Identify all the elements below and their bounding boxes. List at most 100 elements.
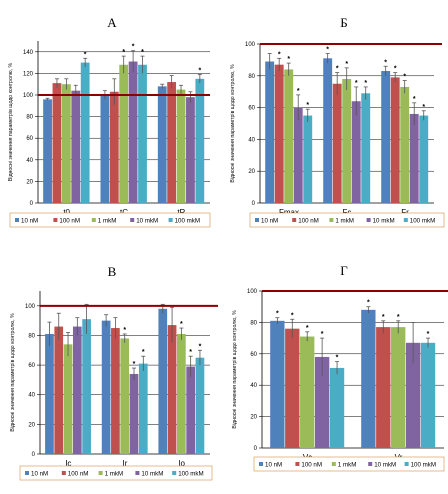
chart-a-ytick-label: 40 [26,158,33,164]
chart-d-ytick-label: 40 [250,383,257,389]
chart-a-bar [186,97,195,203]
chart-a-legend-swatch [53,218,58,222]
chart-d-ytick-label: 20 [250,415,257,421]
chart-b-legend-swatch [329,218,334,222]
chart-b-ytick-label: 40 [248,137,255,143]
chart-b-legend-label: 10 nM [261,218,278,225]
chart-c-bar [101,320,111,454]
chart-c-bar [195,357,205,454]
chart-b-ytick-label: 80 [248,74,255,80]
chart-b-ylabel: Відносні значення параметрів щодо контро… [230,64,236,183]
chart-d-ytick-label: 60 [250,352,257,358]
chart-a-bar [61,84,71,203]
chart-b-significance-mark: * [326,47,329,54]
chart-d-bar [420,342,436,448]
chart-b-legend-label: 100 nM [298,218,319,225]
chart-d-legend-box [253,456,445,472]
chart-c-legend-box [19,465,213,481]
chart-d-significance-mark: * [276,311,279,318]
chart-b-significance-mark: * [287,56,290,63]
chart-b-bar [419,115,429,203]
chart-d-ytick-label: 0 [254,446,258,452]
chart-a-significance-mark: * [198,67,201,74]
chart-b-svg: Б Відносні значення параметрів щодо контр… [230,15,445,228]
chart-c-category-label: Io [178,459,185,468]
chart-c-ytick-label: 80 [28,333,35,339]
chart-d-bar [285,328,300,448]
chart-b-legend-label: 10 mkM [373,218,395,225]
chart-c-bar [82,319,91,454]
chart-b-bar [332,83,342,203]
chart-c-legend-swatch [135,471,140,475]
chart-d-legend-swatch [404,462,409,466]
chart-b-category-label: Fmax [279,208,299,217]
chart-c-bar [158,308,168,454]
chart-d-bar [361,309,376,448]
chart-a-legend-swatch [130,218,135,222]
chart-b-ytick-label: 0 [252,201,256,207]
chart-c-significance-mark: * [199,343,202,350]
chart-c-bar [129,373,139,454]
chart-a-svg: А Відносні значення параметрів щодо контр… [8,15,211,228]
chart-d-ylabel: Відносні значення параметрів щодо контро… [232,310,238,429]
chart-d-bar [270,320,285,448]
chart-c-legend-label: 1 mkM [105,471,124,478]
chart-d-significance-mark: * [291,312,294,319]
chart-b-bar [361,93,371,203]
chart-d-title: Г [340,263,348,278]
chart-d-ytick-label: 80 [250,320,257,326]
chart-b-bar [323,58,333,204]
chart-c-ytick-label: 20 [28,422,35,428]
chart-c-bar [45,333,54,454]
chart-b-ytick-label: 20 [248,169,255,175]
chart-a-legend-swatch [168,218,173,222]
chart-b-title: Б [340,15,347,30]
chart-c-bar [177,333,186,454]
chart-b-legend-swatch [403,218,408,222]
chart-b-significance-mark: * [403,74,406,81]
chart-b-significance-mark: * [364,80,367,87]
chart-a-legend-label: 10 mkM [136,218,158,225]
chart-panel-d: Г Відносні значення параметрів щодо контр… [224,247,448,494]
chart-b-bar [390,77,400,203]
chart-b-bar [274,64,284,203]
chart-b-significance-mark: * [306,102,309,109]
chart-d-legend-label: 10 mkM [374,462,396,469]
chart-b-category-label: Fc [343,208,352,217]
chart-d-legend-label: 100 mkM [411,462,436,469]
chart-b-significance-mark: * [297,88,300,95]
chart-c-category-label: Ic [65,459,71,468]
chart-a-title: А [107,15,117,30]
chart-a-bar [109,91,119,203]
chart-d-bar [405,342,421,448]
chart-a-legend-label: 100 nM [59,218,80,225]
chart-b-legend-swatch [292,218,297,222]
chart-b-significance-mark: * [413,96,416,103]
chart-panel-c: В Відносні значення параметрів щодо контр… [0,247,224,494]
chart-c-significance-mark: * [189,349,192,356]
chart-c-ytick-label: 60 [28,363,35,369]
chart-a-ytick-label: 140 [23,50,34,56]
chart-b-significance-mark: * [345,61,348,68]
chart-a-significance-mark: * [122,49,125,56]
chart-d-legend-label: 1 mkM [338,462,357,469]
chart-c-bar [186,366,196,454]
chart-c-ylabel: Відносні значення параметрів щодо контро… [10,313,16,432]
chart-b-significance-mark: * [336,66,339,73]
chart-d-legend-swatch [368,462,373,466]
chart-d-legend-swatch [331,462,336,466]
chart-a-category-label: t0 [63,208,70,217]
chart-c-bar [111,328,120,454]
chart-a-bar [71,90,81,203]
chart-a-bar [43,99,52,203]
chart-a-bar [157,86,167,203]
chart-d-svg: Г Відносні значення параметрів щодо контр… [232,263,448,472]
chart-d-significance-mark: * [306,325,309,332]
chart-b-legend-swatch [255,218,259,222]
chart-d-legend-label: 100 nM [301,462,322,469]
chart-d-significance-mark: * [397,314,400,321]
chart-d-significance-mark: * [382,314,385,321]
chart-b-bar [284,69,294,203]
chart-a-significance-mark: * [132,44,135,51]
chart-b-bar [293,107,303,203]
